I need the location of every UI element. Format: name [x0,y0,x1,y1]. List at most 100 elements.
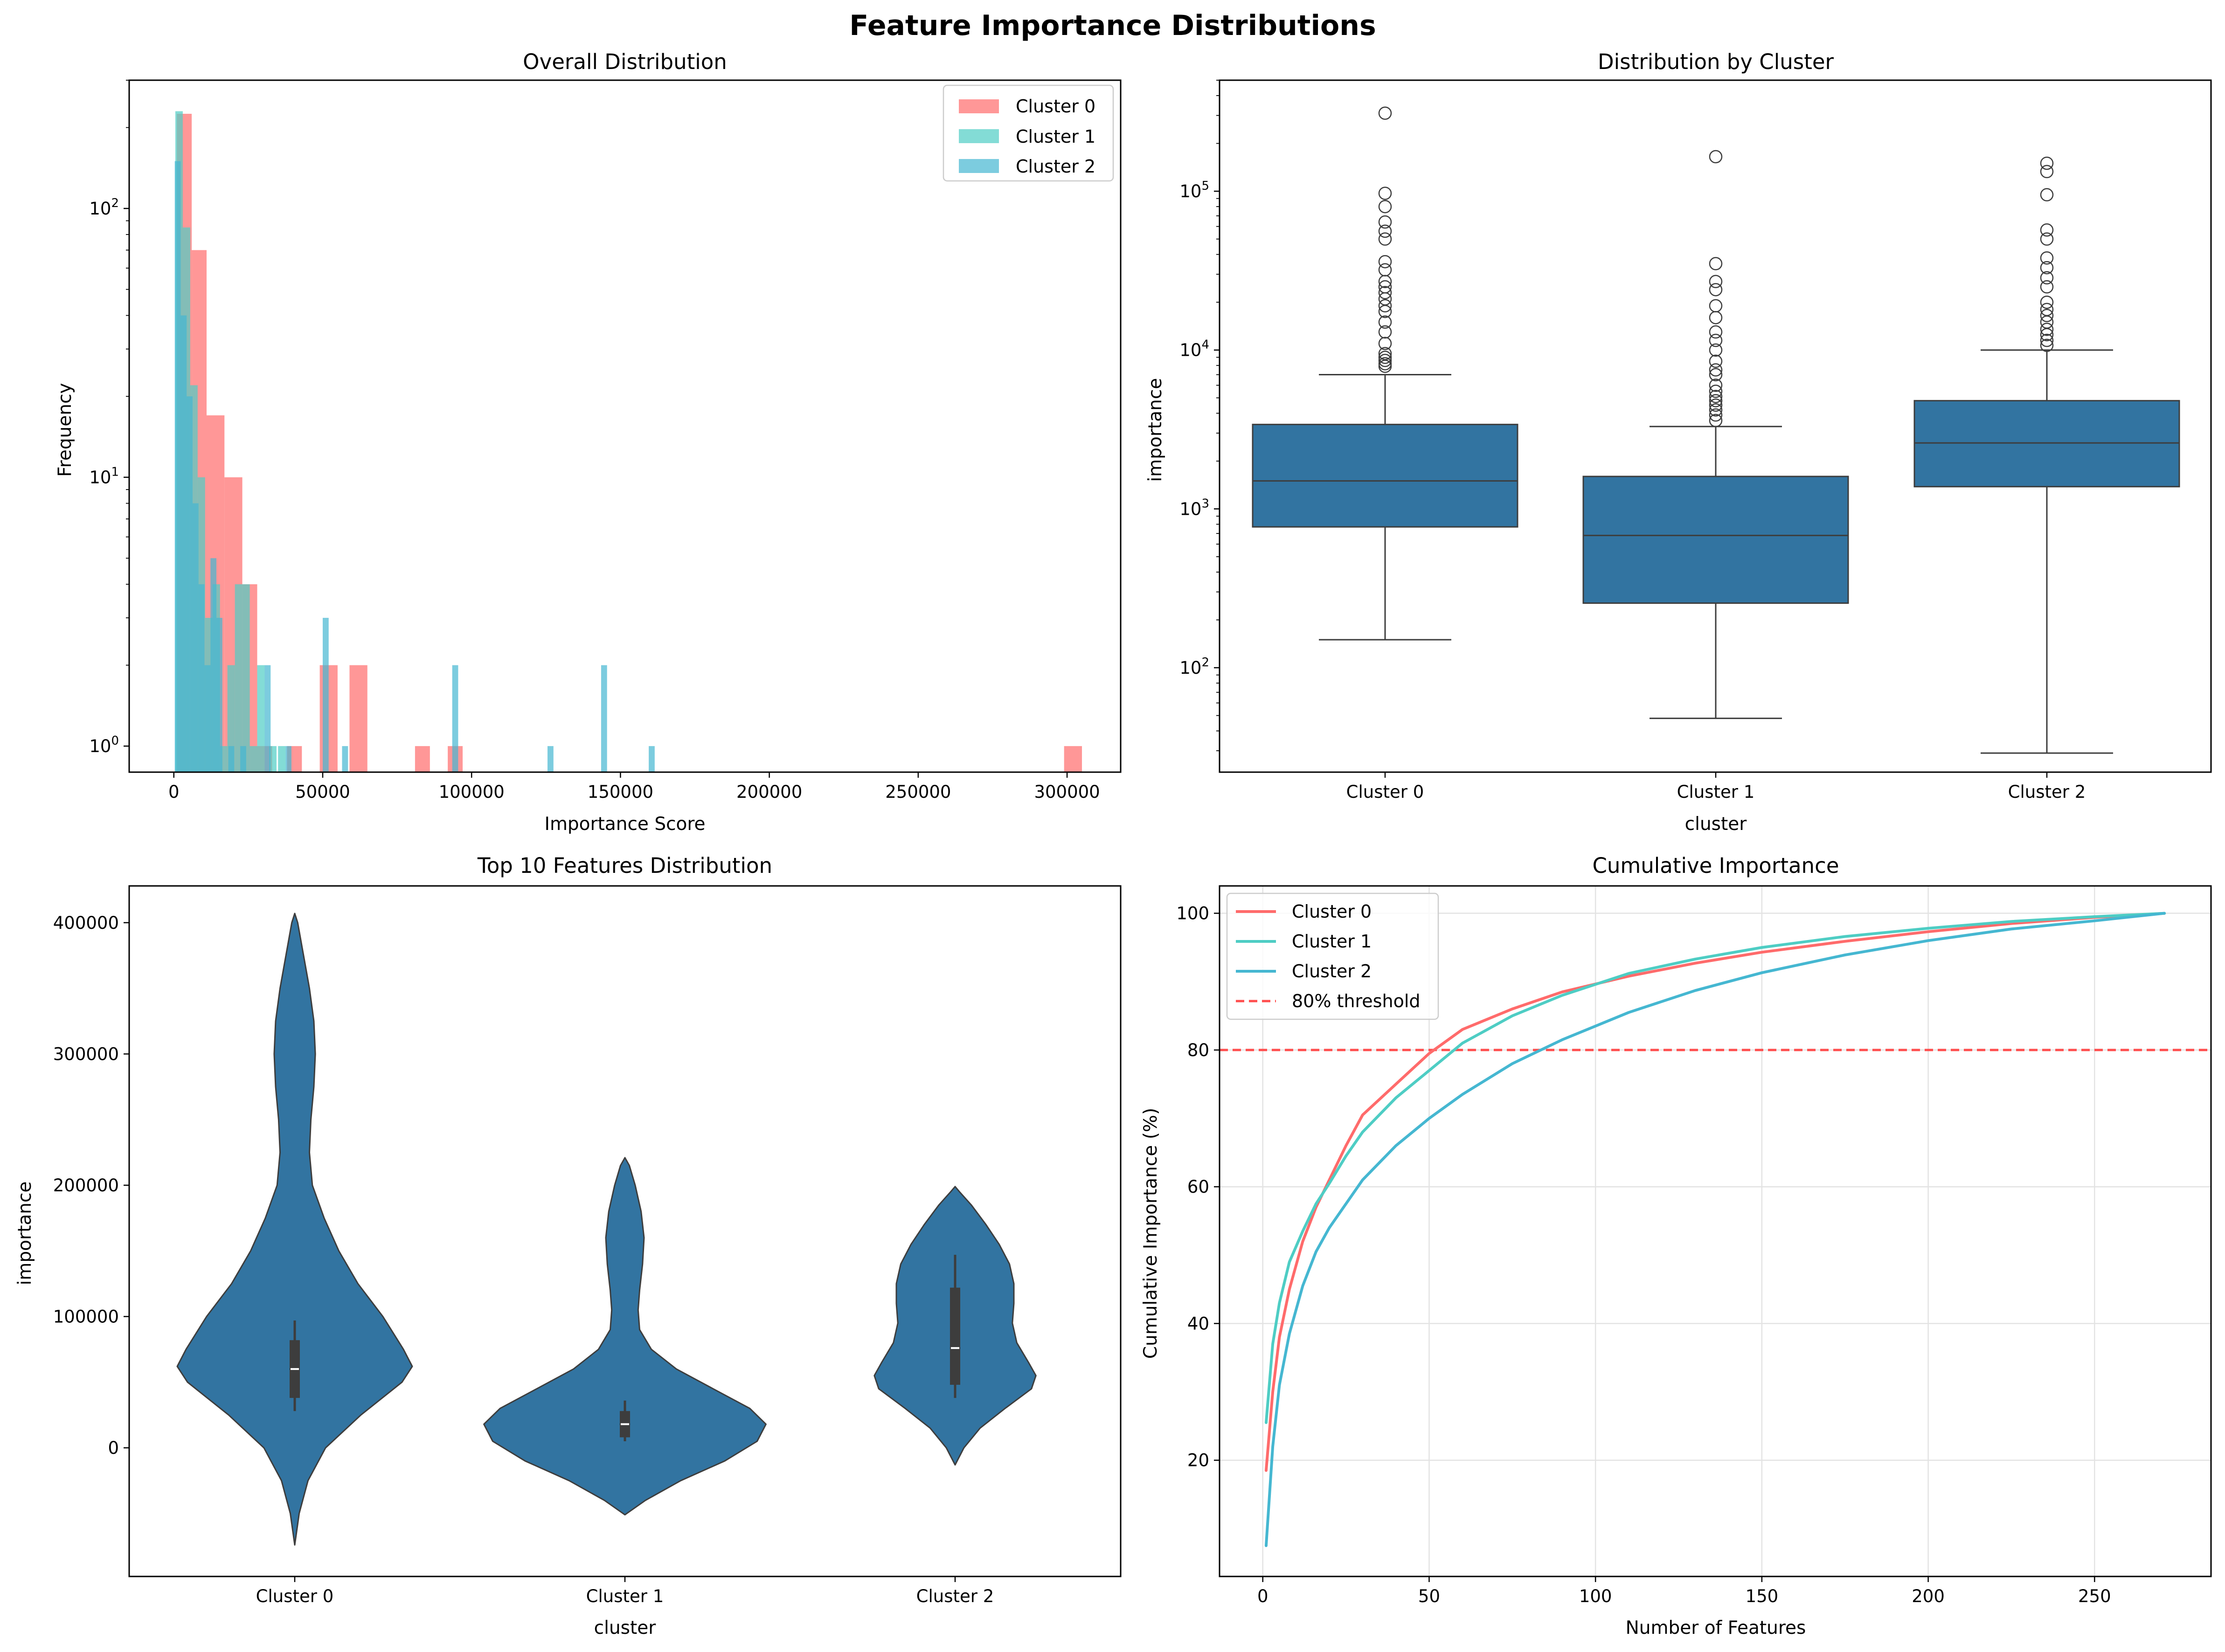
histogram-bar-cluster-2 [601,665,607,772]
cumulative-x-tick-label: 250 [2078,1586,2111,1606]
figure-title: Feature Importance Distributions [849,9,1376,42]
cum-legend-label-cluster-1: Cluster 1 [1292,931,1372,952]
legend-swatch-cluster-1 [959,129,999,143]
cumulative-legend: Cluster 0 Cluster 1 Cluster 2 80% thresh… [1226,892,1439,1020]
box-body-0 [1252,423,1518,528]
box-outlier-2 [2040,271,2054,285]
box-outlier-0 [1378,215,1392,229]
histogram-bar-cluster-2 [285,746,291,772]
histogram-y-tick-label-exponent: 0 [111,734,119,748]
box-outlier-1 [1709,384,1723,398]
cumulative-line-cluster-0 [1264,912,2166,1472]
cumulative-line-cluster-2 [1264,912,2166,1547]
cumulative-panel: Cumulative Importance Number of Features… [1140,853,2212,1638]
box-outlier-1 [1709,275,1723,289]
violin-y-tick-label: 100000 [53,1307,119,1327]
cumulative-ticks: 0 50 100 150 200 250 20 40 60 80 100 [1176,904,2111,1606]
box-outlier-1 [1709,398,1723,412]
box-outlier-2 [2040,333,2054,347]
boxplot-frame [1219,79,2212,773]
legend-swatch-cluster-0 [959,99,999,113]
box-outlier-1 [1709,394,1723,408]
histogram-y-tick-label-base: 10 [89,468,111,488]
histogram-bar-cluster-2 [204,665,211,772]
box-outlier-2 [2040,232,2054,246]
boxplot-y-tick-label-base: 10 [1179,181,1201,201]
box-outlier-1 [1709,408,1723,422]
box-outlier-2 [2040,303,2054,317]
box-outlier-1 [1709,363,1723,377]
box-outlier-0 [1378,187,1392,200]
violin-x-tick-label: Cluster 1 [586,1586,664,1606]
cumulative-y-tick-label: 20 [1187,1451,1209,1471]
histogram-y-tick-label: 100 [89,734,119,756]
boxplot-y-tick-label-exponent: 2 [1201,656,1209,670]
histogram-bar-cluster-1 [278,746,286,772]
histogram-legend: Cluster 0 Cluster 1 Cluster 2 [943,84,1114,182]
histogram-bar-cluster-2 [240,746,246,772]
cumulative-x-tick-label: 200 [1912,1586,1945,1606]
violin-y-label: importance [14,1182,35,1286]
histogram-title: Overall Distribution [523,49,727,74]
violin-x-tick-label: Cluster 0 [256,1586,334,1606]
box-outlier-1 [1709,414,1723,428]
boxplot-y-tick-label-exponent: 5 [1201,179,1209,193]
cumulative-y-tick-label: 100 [1176,904,1209,924]
histogram-bar-cluster-2 [187,396,193,772]
box-outlier-2 [2040,280,2054,294]
boxplot-title: Distribution by Cluster [1598,49,1834,74]
cum-legend-label-cluster-2: Cluster 2 [1292,961,1372,982]
histogram-bar-cluster-2 [192,503,199,772]
boxplot-y-tick-label: 105 [1179,179,1209,201]
histogram-bar-cluster-2 [649,746,655,772]
histogram-x-tick-label: 250000 [885,782,951,802]
box-outlier-1 [1709,283,1723,297]
histogram-bar-cluster-2 [548,746,554,772]
boxplot-y-label: importance [1145,378,1166,482]
boxplot-y-tick-label-exponent: 3 [1201,497,1209,511]
box-outlier-1 [1709,343,1723,357]
histogram-y-tick-label-exponent: 1 [111,465,119,479]
histogram-x-label: Importance Score [544,814,705,835]
boxplot-y-tick-label-base: 10 [1179,340,1201,360]
boxplot-y-tick-label: 104 [1179,338,1209,360]
boxplot-x-label: cluster [1685,814,1747,835]
cumulative-frame [1219,885,2212,1577]
cumulative-y-tick-label: 40 [1187,1313,1209,1334]
violin-ticks: Cluster 0 Cluster 1 Cluster 2 0 100000 200000… [53,913,994,1606]
cumulative-title: Cumulative Importance [1592,853,1839,878]
box-body-2 [1913,400,2180,488]
box-outlier-0 [1378,232,1392,246]
box-outlier-1 [1709,379,1723,392]
box-outlier-0 [1378,286,1392,299]
histogram-bar-cluster-1 [257,665,265,772]
boxplot-y-tick-label: 102 [1179,656,1209,678]
legend-label-cluster-2: Cluster 2 [1016,156,1095,177]
histogram-x-tick-label: 150000 [588,782,653,802]
cum-legend-label-threshold: 80% threshold [1292,991,1421,1011]
box-outlier-0 [1378,353,1392,367]
histogram-bar-cluster-2 [228,746,235,772]
histogram-bar-cluster-2 [342,746,348,772]
box-outlier-1 [1709,390,1723,403]
cumulative-line-cluster-1 [1264,912,2166,1424]
cumulative-x-label: Number of Features [1626,1617,1806,1638]
histogram-bars [174,111,1082,773]
cumulative-x-tick-label: 0 [1257,1586,1268,1606]
cumulative-legend-box [1226,892,1439,1020]
cumulative-x-tick-label: 100 [1579,1586,1612,1606]
box-outlier-2 [2040,339,2054,352]
histogram-bar-cluster-2 [322,618,329,772]
histogram-bar-cluster-0 [415,746,430,772]
boxplot-panel: Distribution by Cluster cluster importan… [1145,49,2212,835]
histogram-bar-cluster-2 [180,315,187,772]
box-outlier-1 [1709,150,1723,164]
violin-marks [176,912,1037,1546]
histogram-y-tick-label: 102 [89,196,119,219]
cumulative-grid [1220,886,2211,1576]
box-outlier-2 [2040,323,2054,336]
histogram-y-tick-label: 101 [89,465,119,488]
legend-label-cluster-0: Cluster 0 [1016,96,1095,117]
box-outlier-2 [2040,223,2054,237]
histogram-bar-cluster-2 [210,558,217,772]
